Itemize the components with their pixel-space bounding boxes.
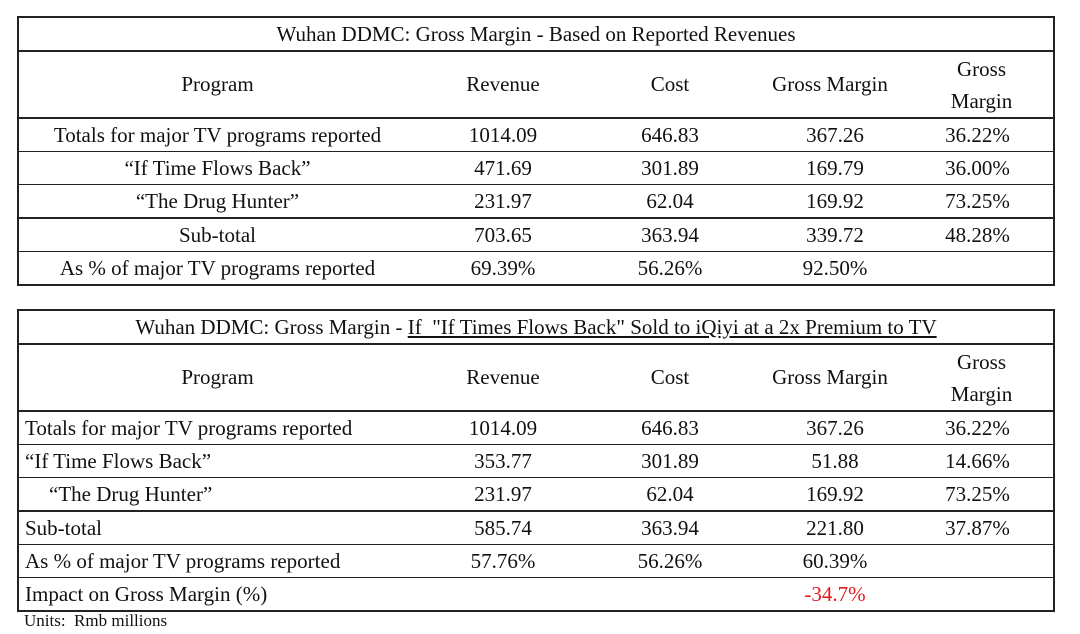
cell-cost: 62.04 [590, 477, 750, 512]
header-gross-margin-pct-line2: Margin [950, 88, 1013, 113]
header-cost: Cost [590, 51, 750, 119]
cell-cost [590, 578, 750, 612]
table-row: Totals for major TV programs reported 10… [18, 118, 1055, 152]
cell-gross-margin: 92.50% [802, 255, 868, 280]
cell-revenue: 57.76% [416, 544, 590, 578]
table-row-subtotal: Sub-total 585.74 363.94 221.80 37.87% [18, 510, 1054, 545]
table-title: Wuhan DDMC: Gross Margin - Based on Repo… [18, 17, 1055, 52]
cell-cost: 363.94 [590, 510, 750, 545]
cell-program: “If Time Flows Back” [18, 151, 416, 185]
cell-program: “If Time Flows Back” [18, 444, 416, 478]
cell-gross-margin: 51.88 [750, 444, 910, 478]
header-gross-margin: Gross Margin [750, 344, 910, 412]
units-footnote: Units: Rmb millions [24, 611, 168, 630]
cell-gross-margin-pct: 37.87% [910, 510, 1054, 545]
gross-margin-table-scenario: Wuhan DDMC: Gross Margin - If "If Times … [17, 309, 1055, 612]
table-row: “If Time Flows Back” 353.77 301.89 51.88… [18, 444, 1054, 478]
cell-gross-margin: 60.39% [750, 544, 910, 578]
cell-revenue [416, 578, 590, 612]
header-gross-margin-pct: Gross Margin [910, 51, 1055, 119]
cell-gross-margin: 169.92 [750, 477, 910, 512]
cell-program: Sub-total [18, 510, 416, 545]
cell-cost: 301.89 [590, 151, 750, 185]
table-row: “If Time Flows Back” 471.69 301.89 169.7… [18, 151, 1055, 185]
cell-gross-margin-pct: 14.66% [910, 444, 1054, 478]
header-gross-margin: Gross Margin [750, 51, 910, 119]
cell-gross-margin-pct: 36.00% [910, 151, 1055, 185]
table-row-subtotal: Sub-total 703.65 363.94 339.72 48.28% [18, 217, 1055, 252]
cell-gross-margin-pct [910, 544, 1054, 578]
table-row: “The Drug Hunter” 231.97 62.04 169.92 73… [18, 184, 1055, 219]
header-gross-margin-pct-line1: Gross [957, 57, 1007, 81]
cell-gross-margin: 367.26 [750, 118, 910, 152]
cell-revenue: 585.74 [416, 510, 590, 545]
header-cost: Cost [590, 344, 750, 412]
cell-program: As % of major TV programs reported [59, 255, 376, 280]
cell-gross-margin: 367.26 [750, 411, 910, 445]
header-program: Program [18, 344, 416, 412]
cell-cost: 56.26% [590, 544, 750, 578]
table-header-row: Program Revenue Cost Gross Margin Gross M… [18, 51, 1055, 119]
cell-gross-margin-pct [910, 252, 1054, 286]
table-title-prefix: Wuhan DDMC: Gross Margin - [135, 314, 408, 339]
cell-program: Impact on Gross Margin (%) [25, 581, 268, 606]
cell-program: Totals for major TV programs reported [18, 411, 416, 445]
table-row-impact: Impact on Gross Margin (%) -34.7% [18, 578, 1054, 612]
table-row-share: As % of major TV programs reported 57.76… [18, 544, 1054, 578]
table-row: Totals for major TV programs reported 10… [18, 411, 1054, 445]
cell-cost: 363.94 [590, 217, 750, 252]
cell-program: As % of major TV programs reported [18, 544, 416, 578]
header-program: Program [18, 51, 416, 119]
cell-program: “The Drug Hunter” [18, 477, 416, 512]
cell-gross-margin: 221.80 [750, 510, 910, 545]
cell-revenue: 1014.09 [416, 118, 590, 152]
cell-program: Sub-total [18, 217, 416, 252]
cell-gross-margin-pct [910, 578, 1054, 612]
table-title-underlined: If "If Times Flows Back" Sold to iQiyi a… [407, 314, 937, 339]
cell-gross-margin-pct: 73.25% [910, 184, 1055, 219]
table-row: “The Drug Hunter” 231.97 62.04 169.92 73… [18, 477, 1054, 512]
table-header-row: Program Revenue Cost Gross Margin Gross M… [18, 344, 1054, 412]
cell-gross-margin-impact: -34.7% [804, 581, 866, 606]
cell-cost: 646.83 [590, 118, 750, 152]
cell-cost: 301.89 [590, 444, 750, 478]
cell-cost: 56.26% [637, 255, 703, 280]
cell-revenue: 703.65 [416, 217, 590, 252]
cell-program: “The Drug Hunter” [18, 184, 416, 219]
cell-program: Totals for major TV programs reported [18, 118, 416, 152]
header-gross-margin-pct-line2: Margin [950, 381, 1013, 406]
cell-revenue: 1014.09 [416, 411, 590, 445]
table-title-row: Wuhan DDMC: Gross Margin - If "If Times … [18, 310, 1054, 345]
cell-gross-margin-pct: 73.25% [910, 477, 1054, 512]
cell-revenue: 231.97 [416, 184, 590, 219]
cell-gross-margin-pct: 36.22% [910, 411, 1054, 445]
cell-cost: 646.83 [590, 411, 750, 445]
table-row-share: As % of major TV programs reported 69.39… [18, 252, 1054, 286]
table-title-row: Wuhan DDMC: Gross Margin - Based on Repo… [18, 17, 1055, 52]
cell-revenue: 353.77 [416, 444, 590, 478]
cell-gross-margin-pct: 36.22% [910, 118, 1055, 152]
header-gross-margin-pct: Gross Margin [910, 344, 1054, 412]
cell-gross-margin-pct: 48.28% [910, 217, 1055, 252]
cell-gross-margin: 339.72 [750, 217, 910, 252]
cell-revenue: 471.69 [416, 151, 590, 185]
cell-gross-margin: 169.79 [750, 151, 910, 185]
gross-margin-table-reported: Wuhan DDMC: Gross Margin - Based on Repo… [17, 16, 1056, 286]
cell-revenue: 69.39% [470, 255, 536, 280]
cell-cost: 62.04 [590, 184, 750, 219]
cell-gross-margin: 169.92 [750, 184, 910, 219]
header-revenue: Revenue [416, 51, 590, 119]
header-revenue: Revenue [416, 344, 590, 412]
header-gross-margin-pct-line1: Gross [956, 350, 1006, 374]
cell-revenue: 231.97 [416, 477, 590, 512]
table-title: Wuhan DDMC: Gross Margin - If "If Times … [18, 310, 1054, 345]
